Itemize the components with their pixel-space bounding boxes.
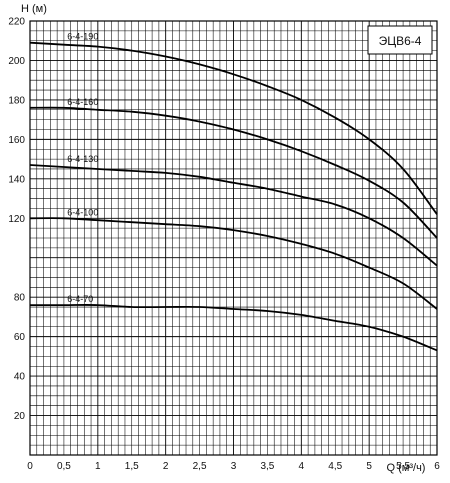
- series-line-6-4-130: [29, 164, 438, 267]
- x-tick-label: 4: [299, 461, 305, 472]
- y-axis-title: H (м): [21, 3, 47, 15]
- series-label-6-4-160: 6-4-160: [67, 97, 98, 107]
- y-tick-label: 40: [14, 372, 26, 383]
- x-tick-label: 2,5: [193, 461, 207, 472]
- y-tick-label: 200: [8, 56, 25, 67]
- series-lines: [29, 41, 438, 352]
- x-tick-label: 0,5: [57, 461, 71, 472]
- y-tick-label: 120: [8, 214, 25, 225]
- y-tick-label: 180: [8, 95, 25, 106]
- x-tick-label: 1,5: [125, 461, 139, 472]
- x-tick-label: 6: [434, 461, 440, 472]
- x-tick-label: 2: [163, 461, 169, 472]
- x-tick-label: 5: [366, 461, 372, 472]
- axis-ticks: 0 0,5 1 1,5 2 2,5 3 3,5 4 4,5 5 5,5 6 20 40 60 80 120 140 1…: [8, 17, 440, 473]
- x-tick-label: 3: [231, 461, 237, 472]
- x-tick-label: 4,5: [328, 461, 342, 472]
- series-line-6-4-70: [29, 304, 438, 352]
- axis-titles: H (м) Q (м³/ч): [21, 3, 425, 474]
- y-tick-label: 140: [8, 174, 25, 185]
- legend-box: [367, 25, 433, 55]
- y-tick-label: 80: [14, 293, 26, 304]
- y-tick-label: 220: [8, 17, 25, 28]
- series-labels: 6-4-190 6-4-160 6-4-130 6-4-100 6-4-70: [67, 32, 98, 304]
- series-label-6-4-190: 6-4-190: [67, 32, 98, 42]
- series-label-6-4-70: 6-4-70: [67, 294, 93, 304]
- y-tick-label: 60: [14, 332, 26, 343]
- series-line-6-4-160: [29, 106, 438, 239]
- series-line-6-4-190: [29, 41, 438, 215]
- series-label-6-4-100: 6-4-100: [67, 207, 98, 217]
- x-tick-label: 0: [27, 461, 33, 472]
- legend: ЭЦВ6-4: [367, 25, 433, 55]
- x-tick-label: 1: [95, 461, 101, 472]
- y-tick-label: 160: [8, 135, 25, 146]
- x-tick-label: 3,5: [260, 461, 274, 472]
- y-tick-label: 20: [14, 411, 26, 422]
- legend-label: ЭЦВ6-4: [379, 34, 422, 48]
- series-label-6-4-130: 6-4-130: [67, 154, 98, 164]
- x-axis-title: Q (м³/ч): [387, 462, 426, 474]
- grid: [29, 20, 438, 456]
- series-line-6-4-100: [29, 217, 438, 310]
- x-tick-label: 5,5: [396, 461, 410, 472]
